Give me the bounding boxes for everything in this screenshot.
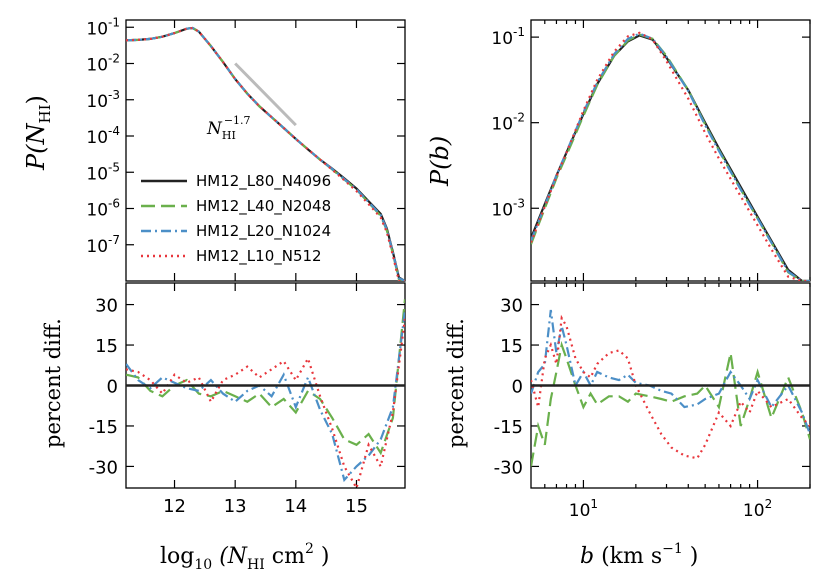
ticklabel-tr-y-2: 10-2 bbox=[491, 111, 525, 135]
ticklabel-br-y-1: 15 bbox=[500, 336, 523, 357]
series-br-hm12-l10-n512 bbox=[531, 314, 810, 460]
ticklabel-bl-x-12: 12 bbox=[163, 496, 186, 517]
xlabel-left-sup: 2 bbox=[305, 541, 314, 557]
ticklabel-tr-y-2-exp: -2 bbox=[513, 111, 525, 125]
ticklabel-tl-y-1: 10-1 bbox=[86, 15, 120, 39]
ticklabel-tr-y-2-base: 10 bbox=[491, 115, 513, 135]
xlabel-right-b: b bbox=[580, 544, 594, 569]
ticklabel-tl-y-6-exp: -6 bbox=[108, 197, 120, 211]
bottom-right-ylabel: percent diff. bbox=[444, 318, 468, 448]
data-series bbox=[126, 26, 810, 488]
ticklabel-tl-y-4-exp: -4 bbox=[108, 124, 120, 138]
bottom-right-xlabel: b (km s−1 ) bbox=[580, 541, 698, 569]
top-right-ylabel: P(b) bbox=[426, 136, 454, 187]
ticklabel-br-x-100: 102 bbox=[743, 497, 772, 521]
ticklabel-bl-y-4: -30 bbox=[89, 457, 118, 478]
series-tr-hm12-l40-n2048 bbox=[531, 33, 810, 281]
series-tr-hm12-l80-n4096 bbox=[531, 34, 810, 281]
ticklabel-br-x-100-base: 10 bbox=[743, 501, 765, 521]
ticklabel-br-x-10: 101 bbox=[569, 497, 598, 521]
legend-label-hm12-l10-n512: HM12_L10_N512 bbox=[196, 247, 322, 266]
ticklabel-tl-y-4: 10-4 bbox=[86, 124, 120, 148]
ticklabel-tl-y-7-exp: -7 bbox=[108, 233, 120, 247]
ticklabel-tl-y-7: 10-7 bbox=[86, 233, 120, 257]
axis-ticks: 10-110-210-310-410-510-610-712 13 14 153015… bbox=[86, 15, 811, 521]
ticklabel-br-y-2: 0 bbox=[512, 377, 523, 398]
ticklabel-br-x-100-exp: 2 bbox=[765, 497, 773, 511]
ticklabel-bl-x-15: 15 bbox=[345, 496, 368, 517]
ticklabel-br-x-10-exp: 1 bbox=[590, 497, 598, 511]
xlabel-left-close: ) bbox=[314, 544, 330, 569]
ticklabel-tl-y-6-base: 10 bbox=[86, 201, 108, 221]
ticklabel-tl-y-6: 10-6 bbox=[86, 197, 120, 221]
bottom-left-ylabel: percent diff. bbox=[41, 318, 65, 448]
series-bl-hm12-l10-n512 bbox=[126, 317, 405, 488]
ticklabel-tr-y-3-base: 10 bbox=[491, 200, 513, 220]
xlabel-right-units: (km s bbox=[594, 544, 662, 569]
ticklabel-tr-y-3-exp: -3 bbox=[513, 196, 525, 210]
ticklabel-bl-y-2: 0 bbox=[107, 377, 118, 398]
ticklabel-bl-y-3: -15 bbox=[89, 417, 118, 438]
xlabel-right-sup: −1 bbox=[662, 541, 683, 557]
series-br-hm12-l40-n2048 bbox=[531, 340, 810, 467]
slope-annotation: NHI −1.7 bbox=[206, 114, 251, 142]
ticklabel-tr-y-1: 10-1 bbox=[491, 25, 525, 49]
legend: HM12_L80_N4096 HM12_L40_N2048 HM12_L20_N… bbox=[141, 172, 331, 266]
series-bl-hm12-l20-n1024 bbox=[126, 309, 405, 483]
series-tl-hm12-l10-n512 bbox=[126, 26, 405, 281]
slope-annotation-sub: HI bbox=[222, 129, 236, 142]
ticklabel-tl-y-5-base: 10 bbox=[86, 164, 108, 184]
ticklabel-br-x-10-base: 10 bbox=[569, 501, 591, 521]
ticklabel-tl-y-4-base: 10 bbox=[86, 128, 108, 148]
ticklabel-tl-y-2: 10-2 bbox=[86, 52, 120, 76]
ticklabel-br-y-4: -30 bbox=[494, 457, 523, 478]
xlabel-left-sub10: 10 bbox=[194, 557, 212, 573]
top-left-ylabel-close: ) bbox=[22, 95, 50, 104]
xlabel-left-cm: cm bbox=[265, 544, 305, 569]
top-left-ylabel-sub: HI bbox=[36, 104, 54, 123]
ticklabel-br-y-0: 30 bbox=[500, 296, 523, 317]
ticklabel-tl-y-2-exp: -2 bbox=[108, 52, 120, 66]
series-tl-hm12-l80-n4096 bbox=[126, 26, 405, 281]
ticklabel-tl-y-5-exp: -5 bbox=[108, 160, 120, 174]
series-tl-hm12-l20-n1024 bbox=[126, 26, 405, 281]
ticklabel-tl-y-1-exp: -1 bbox=[108, 15, 120, 29]
ticklabel-tl-y-7-base: 10 bbox=[86, 237, 108, 257]
ticklabel-tl-y-1-base: 10 bbox=[86, 19, 108, 39]
ticklabel-tl-y-3-exp: -3 bbox=[108, 88, 120, 102]
top-left-ylabel-main: P(N bbox=[22, 122, 50, 171]
slope-annotation-sup: −1.7 bbox=[224, 114, 251, 127]
top-right-panel-frame bbox=[530, 19, 811, 282]
ticklabel-tl-y-3-base: 10 bbox=[86, 92, 108, 112]
legend-label-hm12-l80-n4096: HM12_L80_N4096 bbox=[196, 172, 331, 191]
ticklabel-bl-y-1: 15 bbox=[95, 336, 118, 357]
series-tl-hm12-l40-n2048 bbox=[126, 26, 405, 281]
ticklabel-tl-y-5: 10-5 bbox=[86, 160, 120, 184]
ticklabel-tl-y-3: 10-3 bbox=[86, 88, 120, 112]
xlabel-left-n: (N bbox=[212, 544, 248, 569]
ticklabel-bl-x-13: 13 bbox=[224, 496, 247, 517]
top-left-ylabel: P(NHI) bbox=[22, 95, 54, 171]
ticklabel-tr-y-3: 10-3 bbox=[491, 196, 525, 220]
ticklabel-tr-y-1-base: 10 bbox=[491, 29, 513, 49]
ticklabel-bl-x-14: 14 bbox=[284, 496, 307, 517]
ticklabel-tr-y-1-exp: -1 bbox=[513, 25, 525, 39]
legend-label-hm12-l40-n2048: HM12_L40_N2048 bbox=[196, 197, 331, 216]
ticklabel-br-y-3: -15 bbox=[494, 417, 523, 438]
legend-label-hm12-l20-n1024: HM12_L20_N1024 bbox=[196, 222, 331, 241]
series-tr-hm12-l10-n512 bbox=[531, 31, 810, 281]
ticklabel-bl-y-0: 30 bbox=[95, 296, 118, 317]
xlabel-left-subhi: HI bbox=[247, 557, 265, 573]
reference-slope-line bbox=[234, 62, 297, 127]
series-br-hm12-l20-n1024 bbox=[531, 309, 810, 435]
top-left-panel-frame bbox=[125, 19, 406, 282]
xlabel-left-log: log bbox=[160, 544, 194, 569]
series-bl-hm12-l40-n2048 bbox=[126, 299, 405, 456]
bottom-left-xlabel: log10 (NHI cm2 ) bbox=[160, 541, 329, 573]
slope-annotation-n: N bbox=[206, 119, 223, 139]
ticklabel-tl-y-2-base: 10 bbox=[86, 56, 108, 76]
series-tr-hm12-l20-n1024 bbox=[531, 32, 810, 281]
xlabel-right-close: ) bbox=[683, 544, 699, 569]
